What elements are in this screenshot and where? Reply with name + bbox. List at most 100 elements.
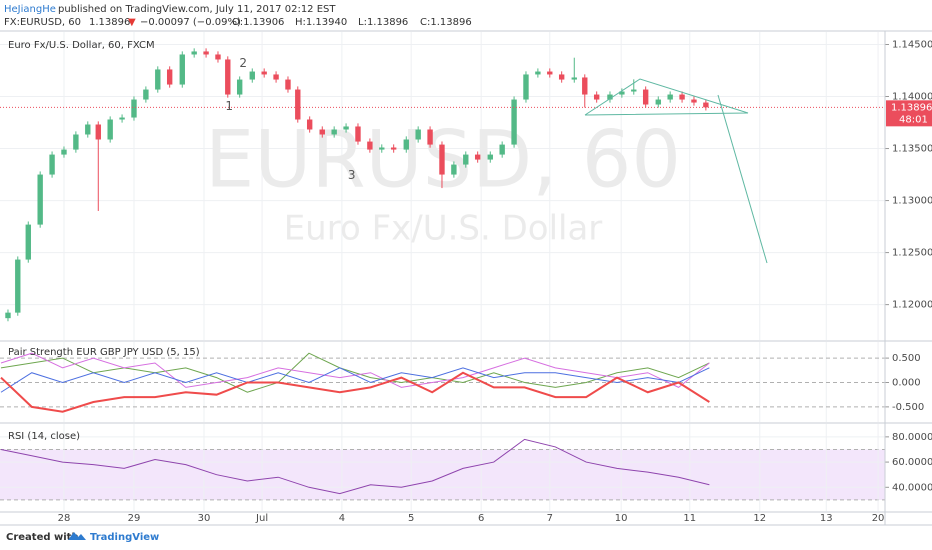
- y-tick-label: 80.0000: [892, 432, 932, 443]
- candle-body: [295, 89, 301, 120]
- triangle-drawing: [584, 78, 749, 116]
- candle-body: [474, 154, 481, 160]
- wave-label: 1: [225, 99, 233, 113]
- wave-label: 2: [239, 56, 247, 70]
- candle-body: [379, 147, 385, 150]
- candle-body: [73, 134, 79, 150]
- candle-body: [667, 94, 673, 100]
- author[interactable]: HeJiangHe: [4, 4, 56, 15]
- candle-body: [319, 129, 325, 135]
- candle-body: [215, 54, 221, 60]
- x-tick-label: 7: [547, 513, 553, 524]
- candle-body: [571, 77, 577, 80]
- candle-body: [107, 119, 113, 140]
- candle-body: [415, 129, 421, 140]
- price-label-box: [886, 100, 932, 127]
- low: L:1.13896: [358, 17, 408, 28]
- candle-body: [607, 94, 613, 100]
- indicator-line: [0, 371, 710, 413]
- footer-created: Created with: [6, 532, 79, 543]
- countdown: 48:01: [899, 114, 928, 125]
- candle-body: [225, 59, 231, 95]
- candle-body: [691, 99, 697, 103]
- x-tick-label: 4: [339, 513, 345, 524]
- x-tick-label: 28: [58, 513, 71, 524]
- candle-body: [451, 164, 457, 175]
- pane-title: Pair Strength EUR GBP JPY USD (5, 15): [8, 347, 200, 358]
- candle-body: [463, 154, 469, 165]
- candle-body: [593, 94, 600, 100]
- y-tick-label: 1.14000: [892, 92, 932, 103]
- candle-body: [249, 71, 255, 80]
- arrow-drawing: [717, 94, 768, 264]
- candle-body: [558, 74, 565, 80]
- candle-body: [390, 147, 397, 150]
- candle-body: [655, 99, 661, 105]
- y-tick-label: 1.12000: [892, 300, 932, 311]
- indicator-line: [0, 438, 710, 495]
- candle-body: [523, 74, 529, 100]
- watermark-subtitle: Euro Fx/U.S. Dollar: [284, 209, 603, 249]
- pane-title: Euro Fx/U.S. Dollar, 60, FXCM: [8, 40, 155, 51]
- candle-body: [499, 144, 505, 155]
- candle-body: [582, 77, 588, 95]
- logo-icon: [68, 532, 86, 540]
- open: O:1.13906: [232, 17, 284, 28]
- x-tick-label: 13: [820, 513, 833, 524]
- footer-brand[interactable]: TradingView: [90, 532, 159, 543]
- candle-body: [236, 79, 243, 95]
- candle-body: [403, 139, 409, 150]
- x-tick-label: 11: [683, 513, 696, 524]
- candle-body: [119, 117, 125, 120]
- candle-body: [166, 69, 173, 85]
- candle-body: [261, 71, 267, 75]
- y-tick-label: 0.500: [892, 353, 921, 364]
- candle-body: [511, 99, 517, 145]
- candle-body: [439, 144, 445, 175]
- candle-body: [547, 71, 553, 75]
- candle-body: [703, 102, 709, 108]
- y-tick-label: 40.0000: [892, 482, 932, 493]
- x-tick-label: 29: [128, 513, 141, 524]
- x-tick-label: 10: [615, 513, 628, 524]
- candle-body: [49, 154, 55, 175]
- y-tick-label: 1.14500: [892, 39, 932, 50]
- candle-body: [535, 71, 541, 75]
- candle-body: [61, 149, 67, 155]
- candle-body: [343, 126, 349, 130]
- rsi-band: [0, 449, 885, 500]
- candle-body: [203, 51, 209, 55]
- candle-body: [5, 312, 11, 319]
- x-tick-label: 5: [408, 513, 414, 524]
- change: −0.00097 (−0.09%): [140, 17, 241, 28]
- candle-body: [131, 99, 137, 118]
- grid: [0, 32, 885, 511]
- x-tick-label: 20: [872, 513, 885, 524]
- candle-body: [273, 74, 279, 80]
- arrow: ▼: [128, 17, 136, 28]
- candle-body: [631, 89, 637, 92]
- candle-body: [306, 119, 313, 130]
- wave-label: 3: [348, 168, 356, 182]
- candle-body: [15, 259, 21, 313]
- candle-body: [191, 51, 197, 55]
- x-tick-label: 30: [198, 513, 211, 524]
- x-tick-label: Jul: [255, 513, 268, 524]
- last: 1.13896: [89, 17, 130, 28]
- y-tick-label: 1.13500: [892, 144, 932, 155]
- candle-body: [179, 54, 185, 85]
- candle-body: [642, 89, 649, 105]
- candle-body: [25, 224, 31, 260]
- published: published on TradingView.com, July 11, 2…: [58, 4, 336, 15]
- y-tick-label: -0.500: [892, 402, 924, 413]
- high: H:1.13940: [295, 17, 347, 28]
- candle-body: [143, 89, 149, 100]
- candle-body: [85, 124, 91, 135]
- candle-body: [155, 69, 161, 90]
- pane-title: RSI (14, close): [8, 431, 80, 442]
- price-label: 1.13896: [891, 102, 932, 113]
- y-tick-label: 1.12500: [892, 248, 932, 259]
- candle-body: [355, 126, 361, 142]
- y-tick-label: 60.0000: [892, 457, 932, 468]
